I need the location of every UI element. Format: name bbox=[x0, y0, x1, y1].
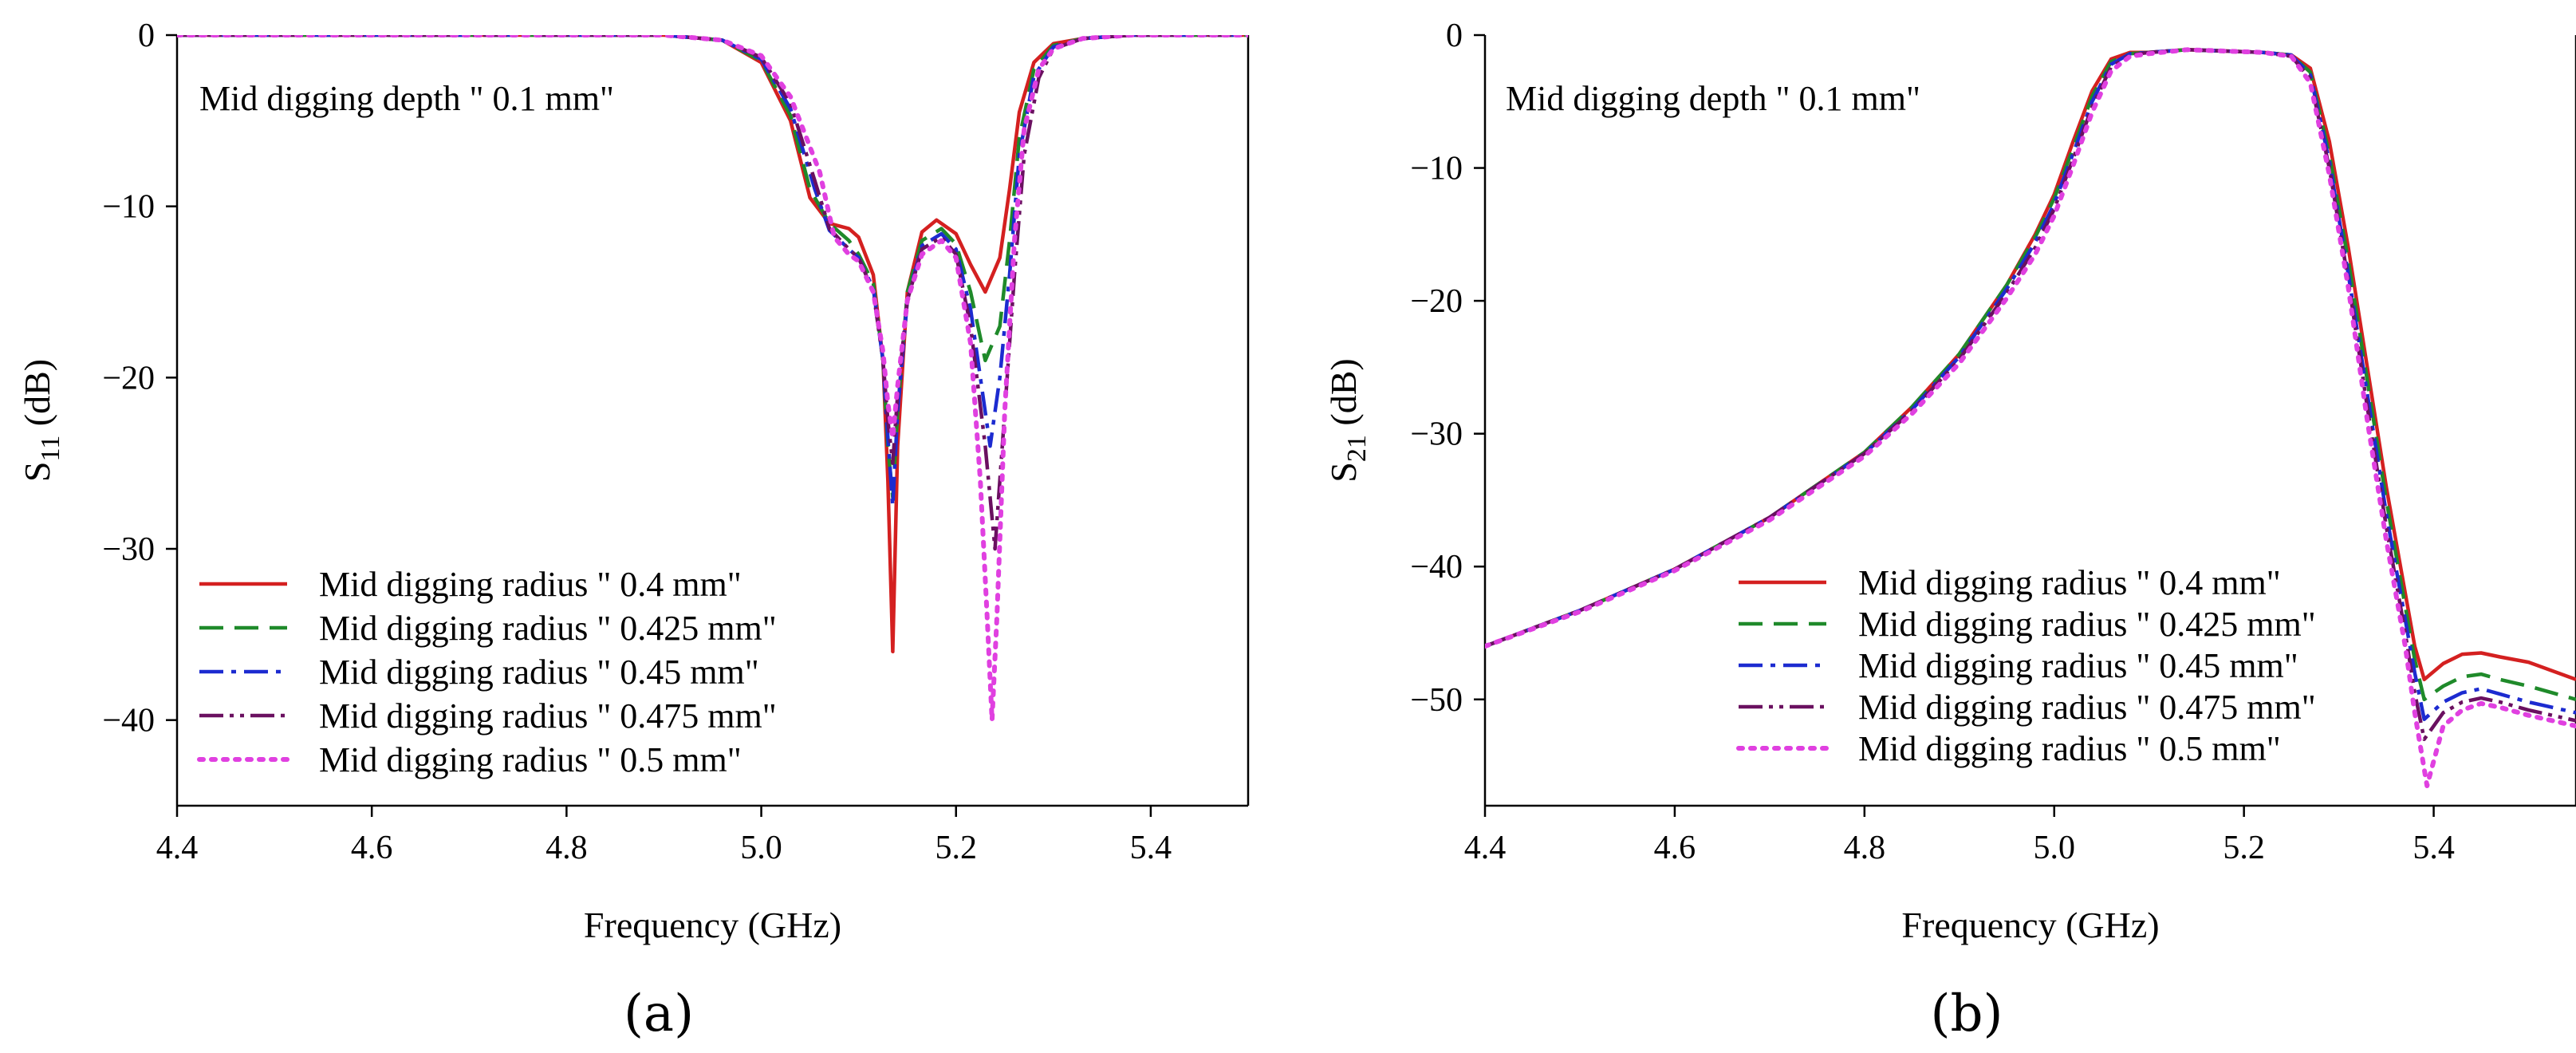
legend-label-3: Mid digging radius " 0.45 mm" bbox=[319, 653, 759, 692]
legend-label-3: Mid digging radius " 0.45 mm" bbox=[1858, 646, 2298, 685]
y-axis-title-base: S bbox=[1323, 462, 1364, 483]
y-axis-title-base: S bbox=[17, 461, 57, 482]
x-tick-label: 5.0 bbox=[2033, 830, 2075, 866]
legend: Mid digging radius " 0.4 mm" Mid digging … bbox=[197, 565, 777, 779]
legend-label-1: Mid digging radius " 0.4 mm" bbox=[1858, 563, 2281, 602]
y-axis-title-unit: (dB) bbox=[1323, 358, 1364, 435]
series-line-1 bbox=[177, 35, 1248, 654]
series-line-5 bbox=[177, 35, 1248, 723]
panel-a: 4.4 4.6 4.8 5.0 5.2 5.4 0 −10 −20 −30 −40 Frequency… bbox=[17, 18, 1250, 1043]
y-tick-label: −40 bbox=[1410, 549, 1463, 586]
legend: Mid digging radius " 0.4 mm"Mid digging … bbox=[1736, 563, 2316, 768]
legend-label-5: Mid digging radius " 0.5 mm" bbox=[1858, 729, 2281, 768]
y-axis-title: S21 (dB) bbox=[1323, 358, 1372, 482]
axes: 4.4 4.6 4.8 5.0 5.2 5.4 0 −10 −20 −30 −40 Frequency… bbox=[17, 18, 1250, 945]
x-tick-label: 5.4 bbox=[2413, 830, 2455, 866]
panel-b: 4.4 4.6 4.8 5.0 5.2 5.4 0 −10 −20 −30 −40 −50 Freque… bbox=[1323, 18, 2576, 1043]
y-tick-label: −20 bbox=[102, 360, 155, 396]
y-tick-label: −10 bbox=[102, 189, 155, 226]
series-group bbox=[177, 35, 1248, 723]
y-axis-title: S11 (dB) bbox=[17, 359, 65, 482]
x-tick-label: 5.2 bbox=[2223, 830, 2265, 866]
y-axis-title-unit: (dB) bbox=[17, 359, 57, 436]
legend-label-2: Mid digging radius " 0.425 mm" bbox=[1858, 605, 2316, 644]
x-tick-label: 4.8 bbox=[1844, 830, 1886, 866]
panel-label: (b) bbox=[1931, 984, 2003, 1043]
x-tick-label: 4.6 bbox=[351, 830, 393, 866]
legend-label-1: Mid digging radius " 0.4 mm" bbox=[319, 565, 742, 604]
legend-label-5: Mid digging radius " 0.5 mm" bbox=[319, 740, 742, 779]
y-tick-label: 0 bbox=[138, 18, 155, 54]
y-tick-label: −30 bbox=[102, 531, 155, 568]
legend-label-4: Mid digging radius " 0.475 mm" bbox=[319, 696, 777, 736]
y-tick-label: −40 bbox=[102, 703, 155, 739]
y-axis-title-subscript: 11 bbox=[36, 436, 65, 462]
x-tick-label: 4.8 bbox=[546, 830, 588, 866]
x-tick-label: 5.0 bbox=[740, 830, 782, 866]
legend-label-4: Mid digging radius " 0.475 mm" bbox=[1858, 688, 2316, 727]
series-line-5 bbox=[1485, 47, 2576, 788]
series-group bbox=[1485, 47, 2576, 788]
x-axis-title: Frequency (GHz) bbox=[1901, 905, 2159, 945]
x-axis-title: Frequency (GHz) bbox=[584, 905, 841, 945]
panel-label: (a) bbox=[624, 984, 694, 1043]
y-axis-title-subscript: 21 bbox=[1342, 435, 1372, 462]
legend-label-2: Mid digging radius " 0.425 mm" bbox=[319, 609, 777, 648]
y-tick-label: 0 bbox=[1446, 18, 1463, 54]
y-tick-label: −50 bbox=[1410, 682, 1463, 719]
y-tick-label: −20 bbox=[1410, 283, 1463, 320]
x-tick-label: 4.6 bbox=[1654, 830, 1696, 866]
series-line-3 bbox=[1485, 48, 2576, 721]
x-tick-label: 4.4 bbox=[1464, 830, 1507, 866]
series-line-2 bbox=[1485, 48, 2576, 702]
annotation-text: Mid digging depth " 0.1 mm" bbox=[1506, 79, 1920, 118]
x-tick-label: 5.4 bbox=[1130, 830, 1172, 866]
x-tick-label: 5.2 bbox=[935, 830, 977, 866]
y-tick-label: −10 bbox=[1410, 151, 1463, 187]
axes: 4.4 4.6 4.8 5.0 5.2 5.4 0 −10 −20 −30 −40 −50 Freque… bbox=[1323, 18, 2576, 945]
annotation-text: Mid digging depth " 0.1 mm" bbox=[199, 79, 614, 118]
x-tick-label: 4.4 bbox=[156, 830, 199, 866]
y-tick-label: −30 bbox=[1410, 416, 1463, 453]
